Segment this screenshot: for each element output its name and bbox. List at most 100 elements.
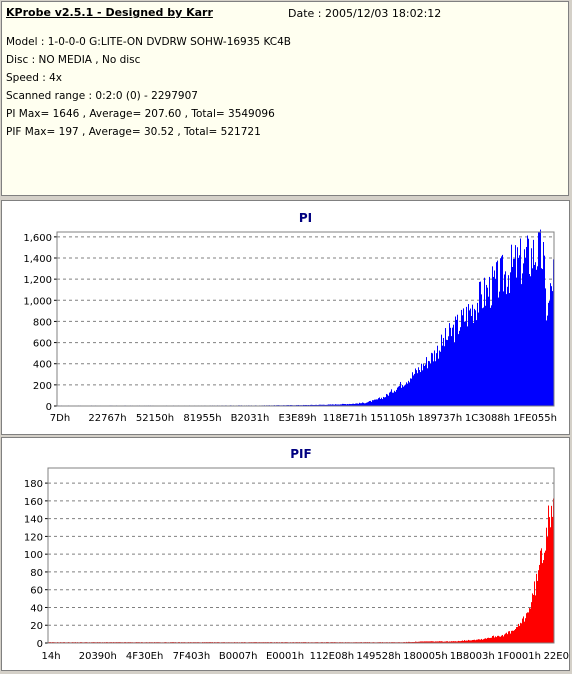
data-bar xyxy=(395,392,396,406)
y-tick-label: 40 xyxy=(30,603,43,614)
data-bar xyxy=(545,288,546,406)
data-bar xyxy=(413,375,414,406)
info-panel: KProbe v2.5.1 - Designed by Karr Date : … xyxy=(1,1,569,196)
data-bar xyxy=(369,401,370,406)
data-bar xyxy=(552,517,553,643)
x-tick-label: 14h xyxy=(41,651,60,662)
data-bar xyxy=(514,630,515,643)
data-bar xyxy=(451,336,452,406)
data-bar xyxy=(370,401,371,406)
data-bar xyxy=(501,256,502,406)
y-tick-label: 400 xyxy=(33,360,52,371)
data-bar xyxy=(450,328,451,406)
data-bar xyxy=(522,273,523,406)
data-bar xyxy=(448,336,449,406)
data-bar xyxy=(485,306,486,406)
data-bar xyxy=(421,364,422,406)
data-bar xyxy=(465,322,466,406)
x-tick-label: 1B8003h xyxy=(450,651,495,662)
data-bar xyxy=(435,361,436,406)
data-bar xyxy=(532,268,533,406)
data-bar xyxy=(414,374,415,406)
data-bar xyxy=(485,638,486,643)
data-bar xyxy=(440,352,441,406)
data-bar xyxy=(507,287,508,406)
data-bar xyxy=(508,631,509,643)
data-bar xyxy=(423,364,424,406)
data-bar xyxy=(460,327,461,406)
data-bar xyxy=(523,263,524,406)
data-bar xyxy=(516,627,517,643)
data-bar xyxy=(417,373,418,406)
data-bar xyxy=(453,325,454,406)
data-bar xyxy=(396,390,397,406)
data-bar xyxy=(491,305,492,406)
data-bar xyxy=(497,636,498,643)
data-bar xyxy=(512,631,513,643)
data-bar xyxy=(377,399,378,406)
data-bar xyxy=(538,232,539,406)
data-bar xyxy=(506,633,507,643)
data-bar xyxy=(405,385,406,406)
data-bar xyxy=(505,271,506,406)
data-bar xyxy=(383,397,384,406)
x-tick-label: B0007h xyxy=(219,651,258,662)
data-bar xyxy=(438,359,439,406)
data-bar xyxy=(456,320,457,406)
data-bar xyxy=(500,258,501,406)
data-bar xyxy=(519,626,520,643)
data-bar xyxy=(501,636,502,643)
data-bar xyxy=(510,634,511,643)
data-bar xyxy=(469,310,470,406)
data-bar xyxy=(380,399,381,406)
plot-area xyxy=(48,468,554,643)
data-bar xyxy=(376,399,377,406)
data-bar xyxy=(530,609,531,643)
x-tick-label: 22E023h xyxy=(544,651,569,662)
data-bar xyxy=(525,618,526,643)
data-bar xyxy=(499,292,500,406)
data-bar xyxy=(490,308,491,406)
data-bar xyxy=(495,636,496,643)
data-bar xyxy=(538,570,539,643)
data-bar xyxy=(515,245,516,406)
data-bar xyxy=(472,305,473,406)
data-bar xyxy=(439,351,440,406)
data-bar xyxy=(528,239,529,406)
data-bar xyxy=(494,637,495,643)
data-bar xyxy=(416,370,417,406)
y-tick-label: 600 xyxy=(33,339,52,350)
y-tick-label: 1,400 xyxy=(23,254,52,265)
chart-title: PIF xyxy=(290,447,311,461)
data-bar xyxy=(521,284,522,406)
x-tick-label: 1FE055h xyxy=(513,413,557,424)
data-bar xyxy=(390,392,391,406)
data-bar xyxy=(368,402,369,406)
data-bar xyxy=(386,394,387,406)
data-bar xyxy=(513,631,514,643)
data-bar xyxy=(535,595,536,643)
pif-stats-line: PIF Max= 197 , Average= 30.52 , Total= 5… xyxy=(6,126,261,138)
data-bar xyxy=(529,608,530,643)
x-tick-label: 112E08h xyxy=(310,651,354,662)
data-bar xyxy=(407,384,408,406)
data-bar xyxy=(533,595,534,643)
x-tick-label: 4F30Eh xyxy=(126,651,164,662)
data-bar xyxy=(511,245,512,406)
data-bar xyxy=(503,636,504,643)
data-bar xyxy=(384,397,385,406)
data-bar xyxy=(381,398,382,406)
data-bar xyxy=(496,262,497,406)
data-bar xyxy=(537,581,538,643)
data-bar xyxy=(475,310,476,406)
data-bar xyxy=(473,323,474,406)
data-bar xyxy=(520,238,521,406)
data-bar xyxy=(509,293,510,406)
data-bar xyxy=(488,297,489,406)
data-bar xyxy=(542,269,543,406)
data-bar xyxy=(478,639,479,643)
chart-title: PI xyxy=(299,211,312,225)
data-bar xyxy=(541,268,542,406)
